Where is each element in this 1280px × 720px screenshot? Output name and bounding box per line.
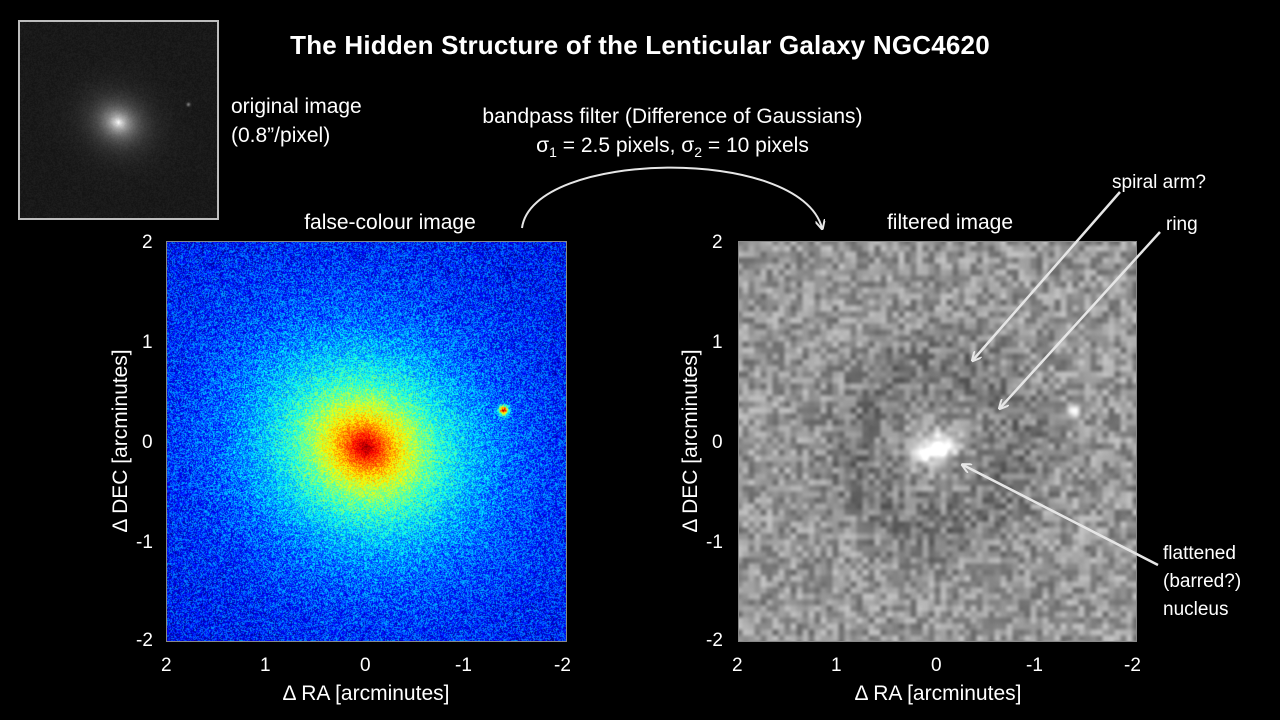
original-image-canvas (20, 22, 217, 218)
sigma1-subscript: 1 (549, 144, 557, 161)
ring-arrow (1000, 231, 1161, 408)
left-xtick: 2 (161, 655, 172, 676)
left-ytick: 1 (142, 332, 153, 353)
thumbnail-caption-line2: (0.8”/pixel) (231, 124, 331, 147)
nucleus-label-line3: nucleus (1163, 599, 1229, 620)
right-ytick: 1 (712, 332, 723, 353)
left-xtick: -1 (455, 655, 472, 676)
filtered-label: filtered image (886, 211, 1014, 234)
right-ytick: -2 (706, 630, 723, 651)
right-ytick: 2 (712, 232, 723, 253)
right-xtick: 1 (831, 655, 842, 676)
nucleus-label: flattened (barred?) nucleus (1163, 540, 1241, 624)
right-xlabel: Δ RA [arcminutes] (854, 682, 1022, 705)
left-xtick: 1 (260, 655, 271, 676)
slide-title: The Hidden Structure of the Lenticular G… (290, 30, 990, 60)
false-colour-plot (166, 241, 567, 642)
right-xtick: 2 (732, 655, 743, 676)
left-ytick: -2 (136, 630, 153, 651)
curved-arrow (521, 166, 822, 228)
ring-label: ring (1166, 214, 1198, 235)
left-xlabel: Δ RA [arcminutes] (282, 682, 450, 705)
filter-description: bandpass filter (Difference of Gaussians… (420, 102, 925, 167)
filtered-plot (738, 241, 1137, 642)
nucleus-label-line1: flattened (1163, 543, 1236, 564)
right-xtick: -1 (1026, 655, 1043, 676)
left-ytick: -1 (136, 532, 153, 553)
filter-line2: σ1 = 2.5 pixels, σ2 = 10 pixels (420, 131, 925, 167)
sigma2-value: = 10 pixels (702, 134, 809, 157)
right-xtick: -2 (1124, 655, 1141, 676)
sigma2-subscript: 2 (694, 144, 703, 161)
sigma1-symbol: σ (536, 134, 550, 157)
right-xtick: 0 (931, 655, 942, 676)
filtered-image (739, 242, 1136, 641)
right-ytick: 0 (712, 432, 723, 453)
spiral-arm-arrow (973, 191, 1121, 360)
spiral-arm-label: spiral arm? (1112, 172, 1206, 193)
filter-line1: bandpass filter (Difference of Gaussians… (482, 105, 863, 128)
sigma2-symbol: σ (681, 134, 695, 157)
thumbnail-caption-line1: original image (231, 95, 362, 118)
original-image-thumbnail (18, 20, 219, 220)
left-xtick: -2 (554, 655, 571, 676)
left-ytick: 0 (142, 432, 153, 453)
right-ytick: -1 (706, 532, 723, 553)
left-xtick: 0 (360, 655, 371, 676)
nucleus-arrow (963, 465, 1159, 567)
false-colour-label: false-colour image (304, 211, 476, 234)
thumbnail-caption: original image (0.8”/pixel) (231, 92, 362, 150)
left-ytick: 2 (142, 232, 153, 253)
sigma1-value: = 2.5 pixels, (556, 134, 682, 157)
nucleus-label-line2: (barred?) (1163, 571, 1242, 592)
false-colour-image (167, 242, 566, 641)
